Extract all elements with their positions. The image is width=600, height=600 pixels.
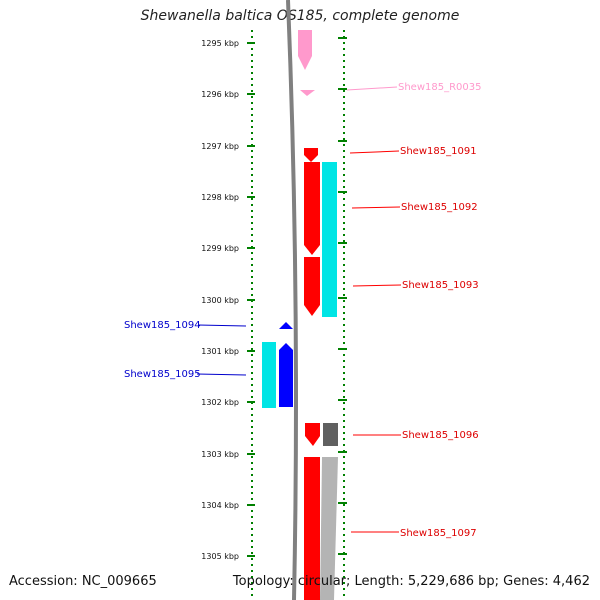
label-shew185-1097[interactable]: Shew185_1097 — [400, 528, 477, 539]
tick-1296: 1296 kbp — [201, 90, 239, 99]
ruler-right — [338, 30, 347, 600]
tick-1304: 1304 kbp — [201, 501, 239, 510]
tick-1298: 1298 kbp — [201, 193, 239, 202]
accession-text: Accession: NC_009665 — [9, 574, 157, 589]
label-shew185-1094[interactable]: Shew185_1094 — [124, 320, 201, 331]
cds-block-dark-right[interactable] — [323, 423, 338, 446]
tick-1295: 1295 kbp — [201, 39, 239, 48]
tick-1300: 1300 kbp — [201, 296, 239, 305]
feature-shew185-1091[interactable] — [304, 148, 318, 162]
ruler-left — [247, 30, 255, 600]
tick-1301: 1301 kbp — [201, 347, 239, 356]
genome-backbone — [286, 0, 298, 600]
label-shew185-r0035[interactable]: Shew185_R0035 — [398, 82, 482, 93]
cds-block-cyan-right[interactable] — [322, 162, 337, 317]
feature-shew185-1093[interactable] — [304, 257, 320, 316]
label-shew185-1095[interactable]: Shew185_1095 — [124, 369, 201, 380]
genome-title: Shewanella baltica OS185, complete genom… — [140, 8, 460, 24]
genome-summary-text: Topology: circular; Length: 5,229,686 bp… — [232, 574, 590, 589]
tick-1297: 1297 kbp — [201, 142, 239, 151]
feature-shew185-r0035[interactable] — [298, 30, 312, 70]
tick-1303: 1303 kbp — [201, 450, 239, 459]
cds-block-gray-right[interactable] — [320, 457, 338, 600]
cds-block-cyan-left[interactable] — [262, 342, 276, 408]
tick-1302: 1302 kbp — [201, 398, 239, 407]
label-shew185-1096[interactable]: Shew185_1096 — [402, 430, 479, 441]
label-shew185-1092[interactable]: Shew185_1092 — [401, 202, 478, 213]
feature-shew185-1092[interactable] — [304, 162, 320, 255]
label-shew185-1091[interactable]: Shew185_1091 — [400, 146, 477, 157]
label-leaders — [196, 86, 402, 533]
kbp-tick-labels: 1295 kbp 1296 kbp 1297 kbp 1298 kbp 1299… — [201, 39, 239, 561]
feature-shew185-1097[interactable] — [304, 457, 320, 600]
label-shew185-1093[interactable]: Shew185_1093 — [402, 280, 479, 291]
feature-shew185-1094[interactable] — [279, 322, 293, 329]
tick-1305: 1305 kbp — [201, 552, 239, 561]
feature-shew185-1096[interactable] — [305, 423, 320, 446]
feature-shew185-1095[interactable] — [279, 343, 293, 407]
feature-shew185-r0035-cap[interactable] — [300, 90, 315, 96]
tick-1299: 1299 kbp — [201, 244, 239, 253]
